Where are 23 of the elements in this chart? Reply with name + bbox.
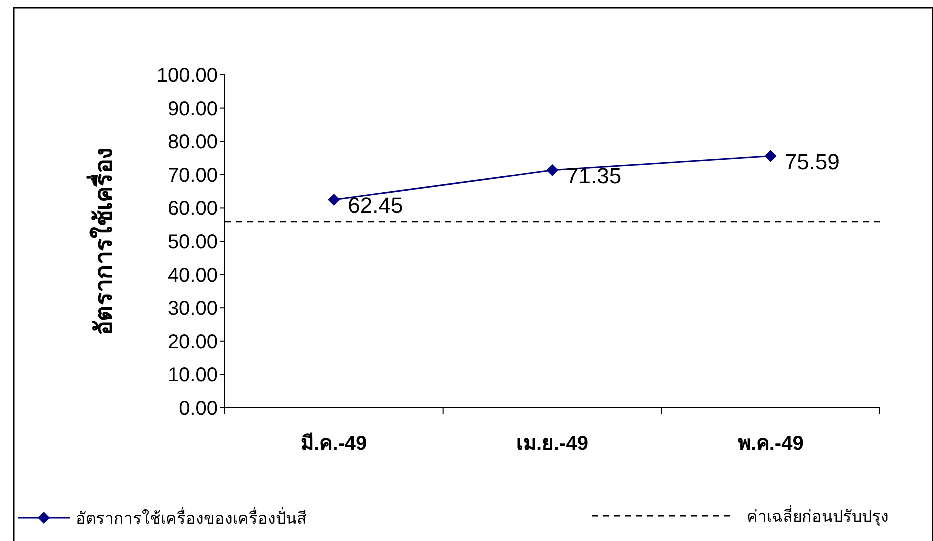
y-tick-label: 40.00 xyxy=(168,264,218,287)
data-label: 75.59 xyxy=(784,149,840,174)
y-tick-label: 60.00 xyxy=(168,198,218,220)
y-tick-label: 0.00 xyxy=(179,398,218,420)
y-tick-label: 50.00 xyxy=(168,232,218,254)
y-tick-label: 30.00 xyxy=(168,298,218,320)
y-tick-label: 70.00 xyxy=(168,164,218,187)
point xyxy=(764,150,777,162)
y-tick-label: 80.00 xyxy=(168,132,218,154)
point xyxy=(328,194,340,206)
y-tick-label: 100.00 xyxy=(156,65,218,87)
data-label: 71.35 xyxy=(566,163,622,188)
x-tick-label: พ.ค.-49 xyxy=(738,433,804,455)
y-axis-title: อัตราการใช้เครื่อง xyxy=(86,148,118,336)
x-tick-label: เม.ย.-49 xyxy=(516,433,589,455)
legend-label: อัตราการใช้เครื่องของเครื่องปั่นสี xyxy=(76,507,307,528)
y-tick-label: 90.00 xyxy=(168,98,218,120)
point xyxy=(546,164,558,176)
data-label: 62.45 xyxy=(348,193,404,218)
y-tick-label: 10.00 xyxy=(168,364,218,387)
x-tick-label: มี.ค.-49 xyxy=(301,432,368,455)
ref-line-label: ค่าเฉลี่ยก่อนปรับปรุง xyxy=(747,505,889,527)
y-tick-label: 20.00 xyxy=(168,331,218,354)
